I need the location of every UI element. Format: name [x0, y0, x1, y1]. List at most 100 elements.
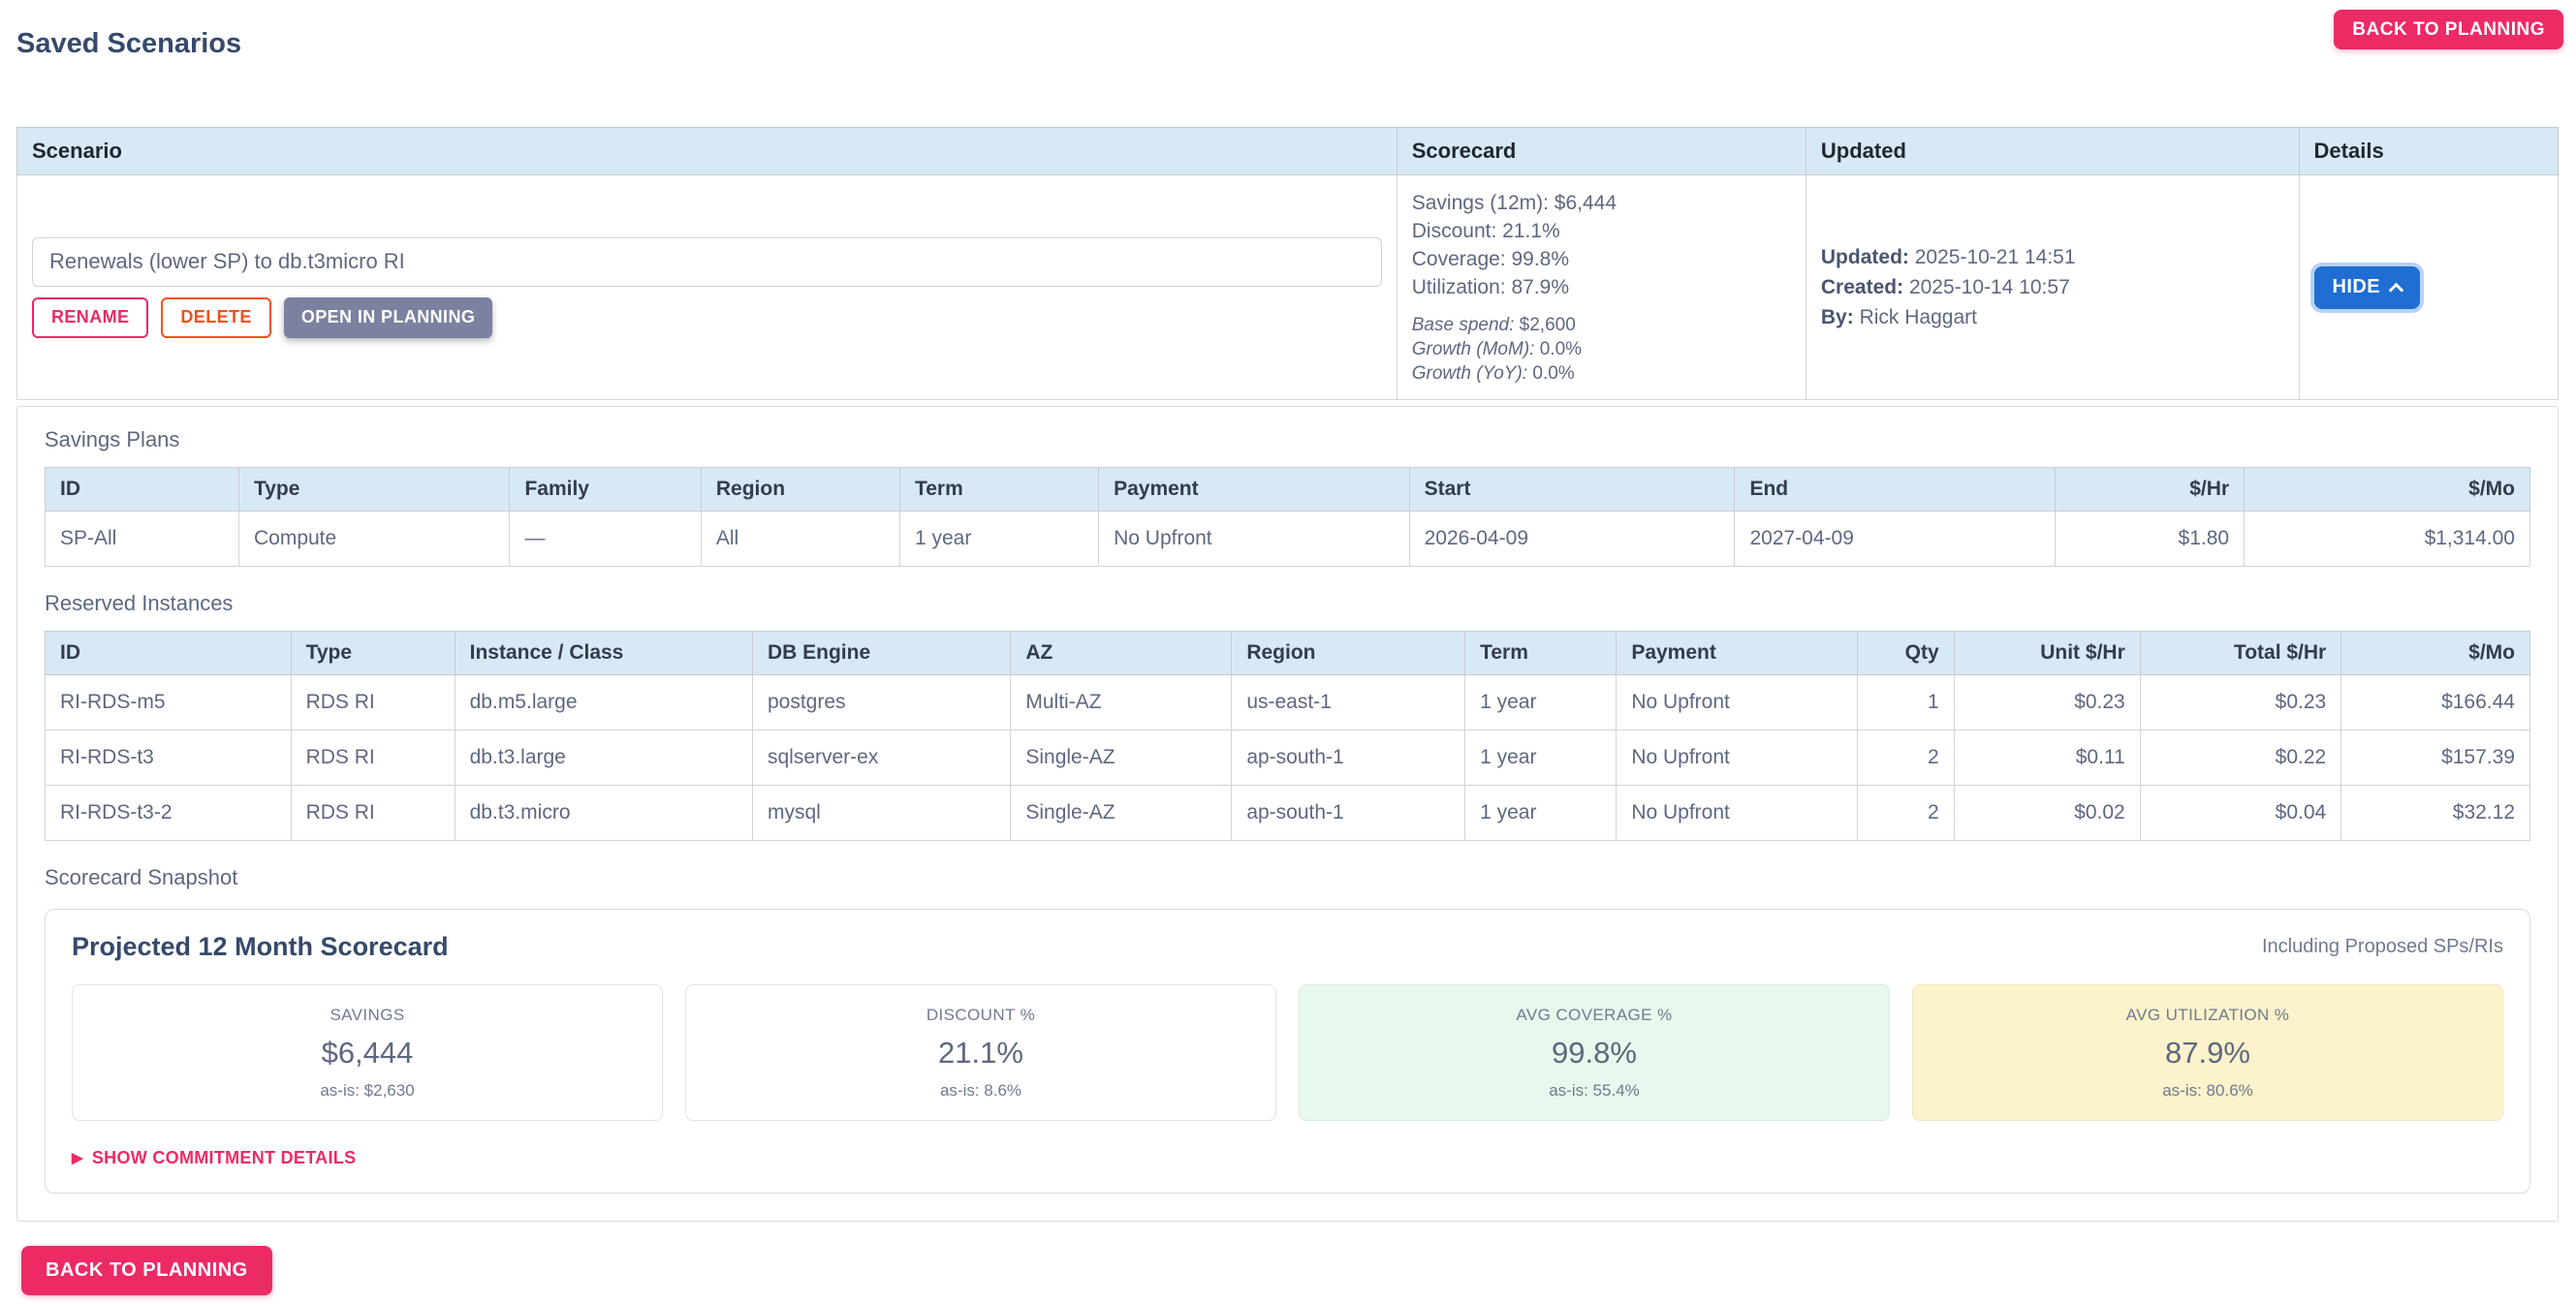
scorecard-meta: Base spend: $2,600 Growth (MoM): 0.0% Gr… [1412, 313, 1791, 386]
scenario-details-panel: Savings Plans ID Type Family Region Term Paym… [16, 406, 2559, 1222]
delete-button[interactable]: DELETE [161, 296, 271, 338]
kpi-asis: as-is: $2,630 [320, 1080, 415, 1100]
back-to-planning-button-top[interactable]: BACK TO PLANNING [2334, 10, 2563, 49]
table-cell: us-east-1 [1231, 674, 1466, 730]
table-cell: 1 year [1464, 674, 1618, 730]
kpi-value: 21.1% [938, 1035, 1023, 1070]
table-cell: 1 year [898, 511, 1100, 567]
column-header: Payment [1616, 631, 1858, 675]
table-cell: mysql [751, 785, 1012, 841]
snapshot-note: Including Proposed SPs/RIs [2261, 936, 2503, 957]
table-row: RI-RDS-t3-2 RDS RI db.t3.micro mysql Single-… [45, 785, 2530, 841]
scenario-name-input[interactable] [32, 236, 1382, 287]
table-cell: 2 [1856, 785, 1955, 841]
table-cell: 2026-04-09 [1408, 511, 1736, 567]
updated-cell: Updated: 2025-10-21 14:51 Created: 2025-… [1805, 174, 2300, 400]
snapshot-card-header: Projected 12 Month Scorecard Including P… [72, 932, 2503, 962]
kpi-avg-utilization: AVG UTILIZATION % 87.9% as-is: 80.6% [1912, 984, 2503, 1121]
scorecard-snapshot-section-label: Scorecard Snapshot [45, 865, 238, 889]
table-cell: ap-south-1 [1231, 730, 1466, 786]
column-header: AZ [1010, 631, 1233, 675]
reserved-instances-table: ID Type Instance / Class DB Engine AZ Region T… [45, 631, 2530, 841]
table-header-row: Scenario Scorecard Updated Details [16, 127, 2560, 175]
kpi-label: SAVINGS [330, 1005, 405, 1024]
snapshot-title: Projected 12 Month Scorecard [72, 932, 449, 961]
details-cell: HIDE [2298, 174, 2560, 400]
table-cell: RI-RDS-t3 [45, 730, 292, 786]
saved-scenarios-table: Scenario Scorecard Updated Details RENAM… [16, 127, 2560, 400]
column-header: Region [1231, 631, 1466, 675]
back-to-planning-button-bottom[interactable]: BACK TO PLANNING [21, 1246, 272, 1295]
table-cell: No Upfront [1616, 674, 1858, 730]
table-cell: RI-RDS-t3-2 [45, 785, 292, 841]
column-header-scorecard: Scorecard [1396, 127, 1806, 175]
saved-scenarios-table-wrap: Scenario Scorecard Updated Details RENAM… [16, 127, 2560, 400]
column-header: Payment [1098, 467, 1410, 512]
kpi-savings: SAVINGS $6,444 as-is: $2,630 [72, 984, 663, 1121]
reserved-instances-section-label: Reserved Instances [45, 591, 234, 615]
table-cell: Multi-AZ [1010, 674, 1233, 730]
kpi-asis: as-is: 80.6% [2162, 1080, 2253, 1100]
kpi-asis: as-is: 8.6% [939, 1080, 1022, 1100]
triangle-right-icon: ▶ [72, 1150, 83, 1166]
table-cell: 2027-04-09 [1734, 511, 2057, 567]
column-header-updated: Updated [1805, 127, 2300, 175]
table-cell: $0.04 [2139, 785, 2342, 841]
kpi-label: DISCOUNT % [926, 1005, 1036, 1024]
table-cell: $157.39 [2340, 730, 2530, 786]
table-cell: No Upfront [1098, 511, 1410, 567]
table-cell: 2 [1856, 730, 1955, 786]
table-cell: $1.80 [2055, 511, 2246, 567]
hide-details-button[interactable]: HIDE [2313, 265, 2420, 309]
table-cell: $0.22 [2139, 730, 2342, 786]
chevron-up-icon [2388, 282, 2404, 297]
scenario-actions: RENAME DELETE OPEN IN PLANNING [32, 296, 1382, 338]
table-cell: 1 year [1464, 730, 1618, 786]
table-cell: Compute [237, 511, 511, 567]
scenario-row: RENAME DELETE OPEN IN PLANNING Savings (… [16, 174, 2560, 400]
table-cell: db.t3.micro [454, 785, 753, 841]
table-cell: $0.23 [2139, 674, 2342, 730]
utilization-line: Utilization: 87.9% [1411, 276, 1569, 298]
column-header: Total $/Hr [2139, 631, 2342, 675]
kpi-value: 87.9% [2165, 1035, 2250, 1070]
savings-plans-section-label: Savings Plans [45, 427, 180, 451]
table-row: RI-RDS-m5 RDS RI db.m5.large postgres Multi-… [45, 674, 2530, 730]
column-header: ID [45, 467, 239, 512]
table-cell: $1,314.00 [2244, 511, 2530, 567]
table-cell: RI-RDS-m5 [45, 674, 292, 730]
column-header: $/Hr [2055, 467, 2246, 512]
table-cell: No Upfront [1616, 785, 1858, 841]
show-commitment-details-label: SHOW COMMITMENT DETAILS [91, 1148, 357, 1167]
kpi-avg-coverage: AVG COVERAGE % 99.8% as-is: 55.4% [1299, 984, 1890, 1121]
column-header: Start [1408, 467, 1736, 512]
table-cell: Single-AZ [1010, 730, 1233, 786]
column-header: Term [898, 467, 1100, 512]
kpi-label: AVG UTILIZATION % [2125, 1005, 2290, 1024]
kpi-discount: DISCOUNT % 21.1% as-is: 8.6% [685, 984, 1276, 1121]
column-header: Term [1464, 631, 1618, 675]
open-in-planning-button[interactable]: OPEN IN PLANNING [283, 296, 493, 338]
rename-button[interactable]: RENAME [32, 296, 149, 338]
table-cell: $0.11 [1953, 730, 2141, 786]
table-cell: — [509, 511, 702, 567]
kpi-asis: as-is: 55.4% [1549, 1080, 1640, 1100]
table-cell: ap-south-1 [1231, 785, 1466, 841]
table-cell: $32.12 [2340, 785, 2530, 841]
savings-line: Savings (12m): $6,444 [1411, 192, 1618, 214]
table-cell: All [700, 511, 900, 567]
show-commitment-details-button[interactable]: ▶ SHOW COMMITMENT DETAILS [72, 1148, 356, 1168]
column-header: Type [237, 467, 511, 512]
table-cell: db.m5.large [454, 674, 753, 730]
column-header: Unit $/Hr [1953, 631, 2141, 675]
kpi-row: SAVINGS $6,444 as-is: $2,630 DISCOUNT % … [72, 984, 2503, 1121]
table-header-row: ID Type Family Region Term Payment Start End $/H… [45, 467, 2530, 512]
table-cell: $0.23 [1953, 674, 2141, 730]
coverage-line: Coverage: 99.8% [1411, 248, 1570, 270]
growth-mom-line: Growth (MoM): 0.0% [1411, 339, 1583, 359]
column-header: $/Mo [2244, 467, 2530, 512]
table-cell: sqlserver-ex [751, 730, 1012, 786]
kpi-value: $6,444 [321, 1035, 414, 1070]
column-header: Instance / Class [454, 631, 753, 675]
updated-line: Updated: 2025-10-21 14:51 [1820, 246, 2076, 268]
